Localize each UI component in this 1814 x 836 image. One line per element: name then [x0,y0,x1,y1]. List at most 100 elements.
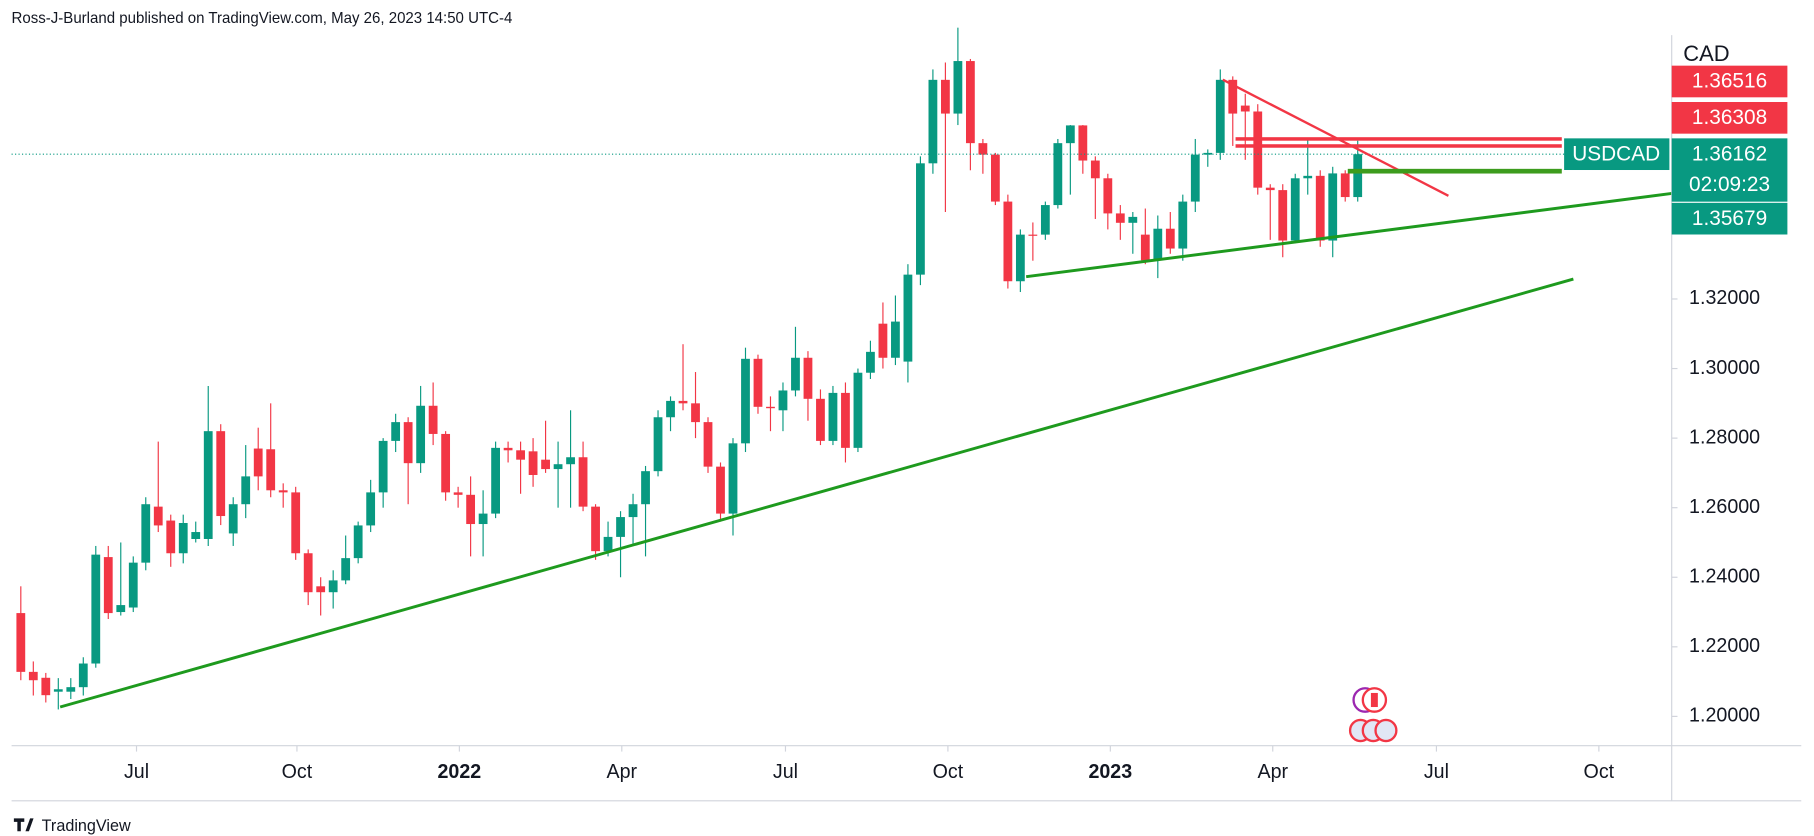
x-tick-label: Jul [124,761,149,783]
candle-body [591,506,600,552]
candle-body [116,605,126,613]
candle-body [903,274,913,362]
candle-body [1140,234,1150,261]
x-tick-label: Oct [1584,761,1615,783]
candle-body [328,580,338,593]
y-tick-label: 1.32000 [1689,287,1760,309]
resistance-line [1235,144,1562,148]
candle-body [278,490,288,493]
candle-body [678,400,688,404]
currency: CAD [1683,41,1729,66]
price-label: 1.35679 [1692,207,1767,230]
candle-body [91,554,101,664]
candle-body [191,532,201,539]
plot-area [11,27,1565,710]
candle-body [228,504,238,534]
candle-body [441,433,451,493]
candle-body [1165,228,1175,249]
candle-body [166,520,176,554]
candle-body [28,671,38,681]
candle-body [316,586,326,593]
logo: TradingView [13,817,131,835]
x-tick-label: Oct [933,761,964,783]
x-tick-label: 2022 [437,761,481,783]
candle-body [841,392,850,448]
candle-body [1315,175,1325,241]
candle-body [866,351,875,373]
trendline [59,277,1574,709]
candle-body [816,398,825,441]
price-labels: 1.36516 1.36308 1.35679 USDCAD 1.36162 02:09:… [1564,65,1788,235]
candle-body [691,403,700,423]
candle-body [628,504,638,518]
y-tick-label: 1.22000 [1689,635,1760,657]
candle-body [1190,154,1200,202]
candle-body [965,61,975,144]
candle-body [853,372,863,448]
countdown: 02:09:23 [1689,173,1770,196]
candle-body [1215,79,1225,153]
candle-body [766,406,775,409]
candle-body [791,357,800,391]
y-tick-label: 1.20000 [1689,705,1760,727]
candle-body [416,405,426,464]
candle-body [541,459,550,470]
logo-mark [13,818,34,832]
candle-body [741,358,750,444]
last-price-box [1671,138,1788,202]
candle-body [41,677,51,696]
candle-body [1328,173,1338,241]
candle-body [753,358,763,407]
candle-body [366,492,376,526]
y-tick-label: 1.24000 [1689,565,1760,587]
candle-body [128,562,138,608]
trendlines [59,78,1672,709]
candle-body [578,457,588,507]
x-tick-label: Apr [1257,761,1288,783]
candle-body [778,390,788,411]
price-label: 1.36516 [1692,70,1767,93]
candle-body [203,431,213,539]
candle-body [16,613,26,672]
candle-body [378,440,388,493]
candle-body [1240,105,1250,112]
candle-body [803,357,813,399]
header: Ross-J-Burland published on TradingView.… [12,10,513,27]
candle-body [716,466,725,514]
candle-body [216,431,226,517]
symbol-box [1564,138,1670,171]
x-tick-label: Oct [282,761,313,783]
candle-body [953,61,963,114]
candle-body [141,504,151,563]
candle-body [878,323,888,358]
candle-body [1203,152,1213,155]
x-tick-label: Apr [606,761,637,783]
candle-body [616,517,625,537]
flag [1370,692,1378,708]
candle-body [1128,216,1138,223]
candle-body [1040,205,1050,235]
candle-body [53,689,63,692]
candle-body [1115,213,1125,223]
candle-body [603,536,613,552]
candle-body [1228,79,1238,114]
candle-body [153,506,163,526]
y-tick-label: 1.26000 [1689,496,1760,518]
x-tick-label: 2023 [1088,761,1132,783]
price-box [1671,102,1788,134]
candle-body [353,525,363,559]
candle-body [303,553,313,593]
candle-body [1065,125,1075,144]
candle-body [466,494,476,525]
support-line [1347,168,1562,174]
candle-body [566,457,575,465]
candle-body [391,422,401,441]
candle-body [990,154,1000,202]
candle-body [103,557,113,614]
candle-body [1265,187,1275,191]
candle-body [528,451,538,475]
x-tick-label: Jul [773,761,798,783]
candle-body [78,663,88,688]
candle-body [266,449,276,491]
